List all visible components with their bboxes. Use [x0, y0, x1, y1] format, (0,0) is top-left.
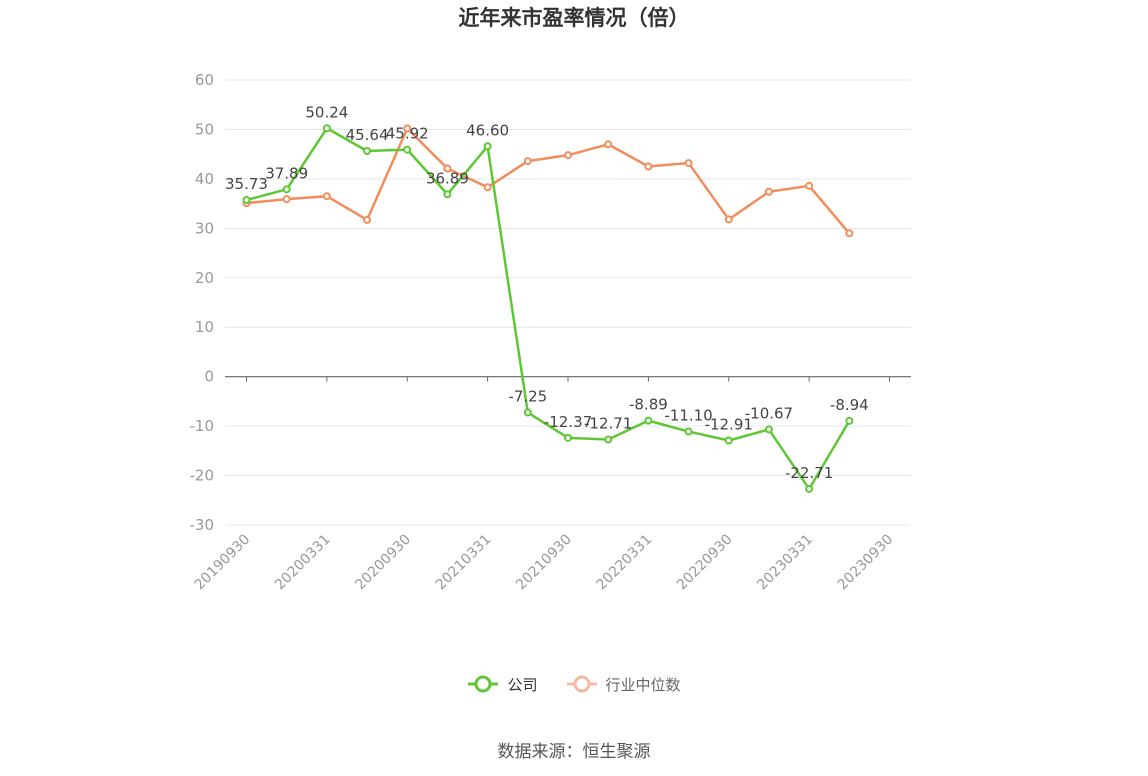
- x-tick-label: 20230331: [754, 532, 816, 594]
- company-point: [604, 435, 613, 444]
- data-label: -7.25: [508, 388, 547, 406]
- company-point: [564, 433, 572, 442]
- industry-point: [443, 164, 452, 173]
- y-tick-label: -10: [190, 417, 215, 435]
- x-tick-label: 20200930: [352, 532, 414, 594]
- industry-point: [764, 187, 773, 196]
- company-point: [724, 436, 733, 445]
- company-point: [805, 484, 814, 493]
- x-tick-label: 20210930: [513, 532, 575, 594]
- legend-company-marker-icon: [468, 675, 499, 693]
- company-point: [764, 425, 773, 434]
- data-label: 35.73: [225, 175, 268, 193]
- data-label: 45.92: [386, 125, 429, 143]
- x-tick-label: 20190930: [192, 532, 254, 594]
- industry-point: [403, 124, 412, 133]
- industry-point: [363, 215, 372, 224]
- company-point: [684, 427, 693, 436]
- data-source: 数据来源：恒生聚源: [497, 742, 651, 762]
- legend-industry-marker-icon: [566, 675, 597, 693]
- industry-point: [644, 162, 653, 171]
- data-label: -11.10: [664, 407, 712, 425]
- legend-label-industry: 行业中位数: [605, 675, 681, 694]
- company-point: [644, 416, 653, 425]
- y-tick-label: -20: [190, 467, 215, 485]
- data-label: -8.94: [830, 396, 869, 414]
- company-point: [363, 147, 372, 156]
- x-tick-label: 20220331: [593, 532, 655, 594]
- company-line: [246, 127, 851, 491]
- legend-label-company: 公司: [507, 675, 538, 694]
- x-tick-label: 20220930: [674, 532, 736, 594]
- company-point: [282, 185, 291, 194]
- data-label: -22.71: [785, 464, 833, 482]
- y-tick-label: 20: [195, 269, 214, 287]
- data-label: 46.60: [466, 121, 509, 139]
- industry-line: [246, 127, 851, 235]
- y-tick-label: 40: [195, 170, 214, 188]
- industry-point: [805, 181, 814, 190]
- industry-point: [724, 215, 733, 224]
- data-label: 45.64: [346, 126, 389, 144]
- company-point: [443, 190, 452, 199]
- company-point: [322, 124, 331, 133]
- industry-point: [322, 192, 331, 201]
- industry-point: [845, 229, 854, 238]
- data-label: -8.89: [629, 396, 668, 414]
- industry-point: [483, 183, 492, 192]
- y-tick-label: 30: [195, 219, 214, 237]
- y-tick-label: 50: [195, 120, 214, 138]
- company-point: [242, 196, 251, 205]
- y-tick-label: 60: [195, 71, 214, 89]
- industry-point: [684, 159, 693, 168]
- legend-item-industry[interactable]: 行业中位数: [566, 672, 681, 696]
- y-tick-label: 0: [204, 368, 214, 386]
- data-label: -10.67: [745, 404, 793, 422]
- company-point: [483, 142, 492, 151]
- industry-point: [564, 151, 572, 160]
- industry-point: [604, 140, 613, 149]
- y-tick-label: -30: [190, 516, 215, 534]
- chart-title: 近年来市盈率情况（倍）: [458, 6, 690, 30]
- company-point: [403, 145, 412, 154]
- industry-point: [282, 195, 291, 204]
- company-point: [523, 408, 532, 417]
- x-tick-label: 20230930: [835, 532, 897, 594]
- data-label: 37.89: [265, 164, 308, 182]
- company-point: [845, 416, 854, 425]
- legend-item-company[interactable]: 公司: [467, 672, 538, 696]
- data-label: 50.24: [305, 103, 348, 121]
- data-label: 36.89: [426, 169, 469, 187]
- data-label: -12.91: [705, 415, 753, 433]
- y-tick-label: 10: [195, 318, 214, 336]
- data-label: -12.37: [544, 413, 592, 431]
- data-label: -12.71: [584, 415, 632, 433]
- x-tick-label: 20210331: [433, 532, 495, 594]
- industry-point: [523, 157, 532, 166]
- x-tick-label: 20200331: [272, 532, 334, 594]
- legend: 公司 行业中位数: [0, 672, 1148, 696]
- line-chart: -30 -20 -10 0 10 20 30 40 50 60 20190930 20200331 20…: [190, 71, 911, 594]
